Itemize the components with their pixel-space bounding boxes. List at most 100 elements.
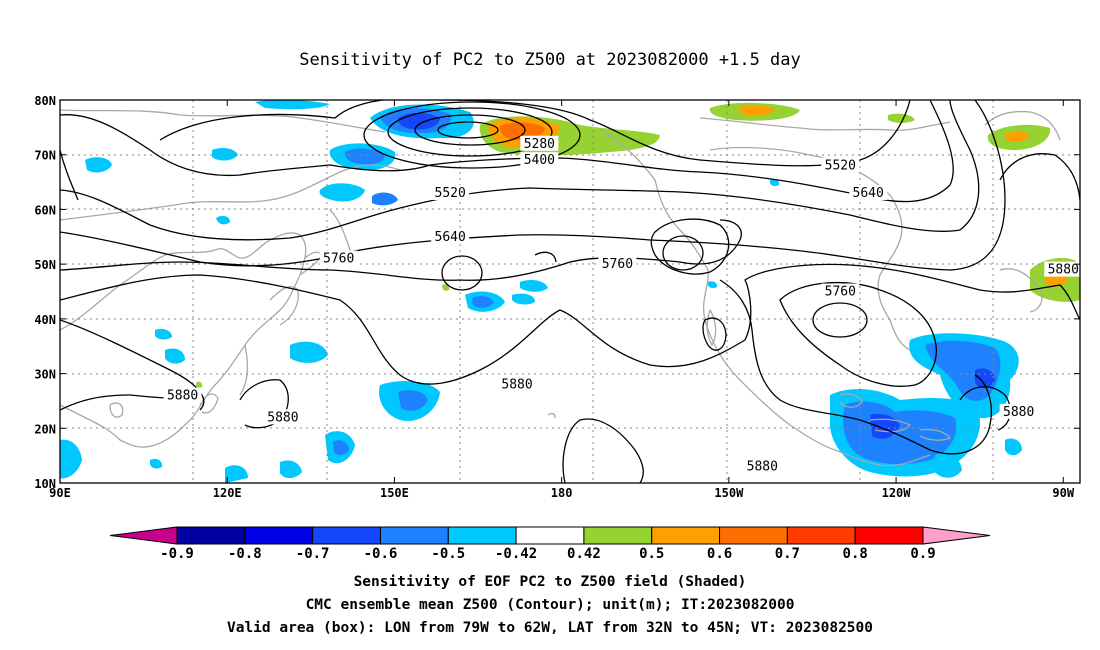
colorbar-label: 0.7 xyxy=(775,546,800,562)
contour-label: 5880 xyxy=(747,460,778,475)
colorbar-end-low xyxy=(109,526,178,545)
colorbar-label: -0.9 xyxy=(160,546,194,562)
colorbar-swatch xyxy=(244,526,314,545)
colorbar-label: 0.5 xyxy=(639,546,664,562)
contour-label-bg xyxy=(163,387,202,403)
contour-label-bg xyxy=(498,376,537,392)
contour-line xyxy=(60,100,954,203)
contour-line xyxy=(441,255,483,291)
contour-line xyxy=(779,282,937,387)
shade-patch xyxy=(520,280,548,292)
coastline xyxy=(199,393,219,414)
shade-patch xyxy=(398,390,428,411)
y-axis: 80N 70N 60N 50N 40N 30N 20N 10N xyxy=(34,94,1080,491)
coastline xyxy=(706,309,717,347)
contour-label: 5880 xyxy=(501,378,532,393)
shade-patch xyxy=(280,460,302,479)
x-tick-label: 150W xyxy=(714,486,744,500)
shade-patch xyxy=(150,458,163,469)
shade-patch xyxy=(975,368,995,388)
shade-patch xyxy=(770,179,780,187)
colorbar-swatch xyxy=(176,526,246,545)
caption-shading: Sensitivity of EOF PC2 to Z500 field (Sh… xyxy=(353,574,747,590)
contour-line xyxy=(534,251,557,263)
coastline xyxy=(60,164,401,221)
colorbar-swatch xyxy=(447,526,517,545)
coastline xyxy=(999,268,1043,313)
x-tick-label: 120E xyxy=(213,486,242,500)
x-tick-label: 150E xyxy=(380,486,409,500)
colorbar-label: 0.6 xyxy=(707,546,732,562)
shade-patch xyxy=(442,284,450,291)
contour-label-bg xyxy=(431,185,470,201)
shade-patch xyxy=(60,439,82,479)
contour-label: 5880 xyxy=(1048,263,1079,278)
contour-label-bg xyxy=(598,256,637,272)
contour-label-bg xyxy=(319,250,358,266)
y-tick-label: 10N xyxy=(34,477,56,491)
shade-patch xyxy=(397,112,440,130)
shade-patch xyxy=(708,281,718,289)
contour-line xyxy=(999,153,1080,201)
contour-label: 5760 xyxy=(825,285,856,300)
shade-patch xyxy=(333,440,349,456)
contour-label: 5760 xyxy=(602,257,633,272)
y-tick-label: 20N xyxy=(34,422,56,436)
shade-patch xyxy=(499,122,545,141)
contour-label: 5880 xyxy=(1003,405,1034,420)
shade-patch xyxy=(888,113,915,123)
colorbar-label: -0.42 xyxy=(495,546,537,562)
coastline xyxy=(919,428,952,441)
contour-line xyxy=(437,121,499,139)
coastline xyxy=(109,402,124,418)
contour-label-bg xyxy=(520,152,559,168)
contour-line xyxy=(387,107,553,157)
coastline xyxy=(239,344,249,396)
coastline xyxy=(709,146,911,351)
shade-patch xyxy=(216,215,230,225)
contour-line xyxy=(239,379,289,429)
x-tick-label: 90W xyxy=(1052,486,1074,500)
colorbar-swatch xyxy=(786,526,856,545)
colorbar-swatch xyxy=(379,526,449,545)
y-tick-label: 80N xyxy=(34,94,56,108)
contour-label: 5280 xyxy=(524,137,555,152)
shade-patch xyxy=(255,100,330,110)
contour-line xyxy=(812,302,868,338)
colorbar-label: 0.8 xyxy=(843,546,868,562)
shade-patch xyxy=(372,192,398,206)
shade-patch xyxy=(319,183,365,202)
coastline xyxy=(60,232,307,448)
shade-patch xyxy=(472,295,494,308)
x-axis: 90E120E150E180150W120W90W60W xyxy=(49,100,1075,500)
coastline xyxy=(547,412,556,419)
colorbar-label: 0.42 xyxy=(567,546,601,562)
shade-patch xyxy=(212,147,238,161)
contour-line xyxy=(60,100,980,241)
colorbar-label: -0.5 xyxy=(431,546,465,562)
colorbar-swatch xyxy=(312,526,381,545)
shade-patch xyxy=(935,453,962,478)
contour-label: 5880 xyxy=(167,388,198,403)
x-tick-label: 120W xyxy=(882,486,912,500)
colorbar-label: -0.6 xyxy=(364,546,398,562)
contour-line xyxy=(719,279,992,455)
contour-label-bg xyxy=(754,100,793,102)
contour-label: 5520 xyxy=(435,186,466,201)
contour-label-bg xyxy=(743,458,782,474)
shade-patch xyxy=(1005,131,1030,142)
colorbar-swatch xyxy=(651,526,721,545)
shade-patch xyxy=(85,157,112,173)
map-title: Sensitivity of PC2 to Z500 at 2023082000… xyxy=(299,50,801,70)
contour-label-bg xyxy=(999,403,1038,419)
contour-label: 5640 xyxy=(435,230,466,245)
contour-label: 5400 xyxy=(758,88,789,103)
contour-label-bg xyxy=(520,135,559,151)
shade-patch xyxy=(1005,438,1022,456)
contour-line xyxy=(414,114,526,146)
y-tick-label: 60N xyxy=(34,203,56,217)
contour-line xyxy=(650,218,730,275)
coastline xyxy=(869,418,911,433)
y-tick-label: 50N xyxy=(34,258,56,272)
